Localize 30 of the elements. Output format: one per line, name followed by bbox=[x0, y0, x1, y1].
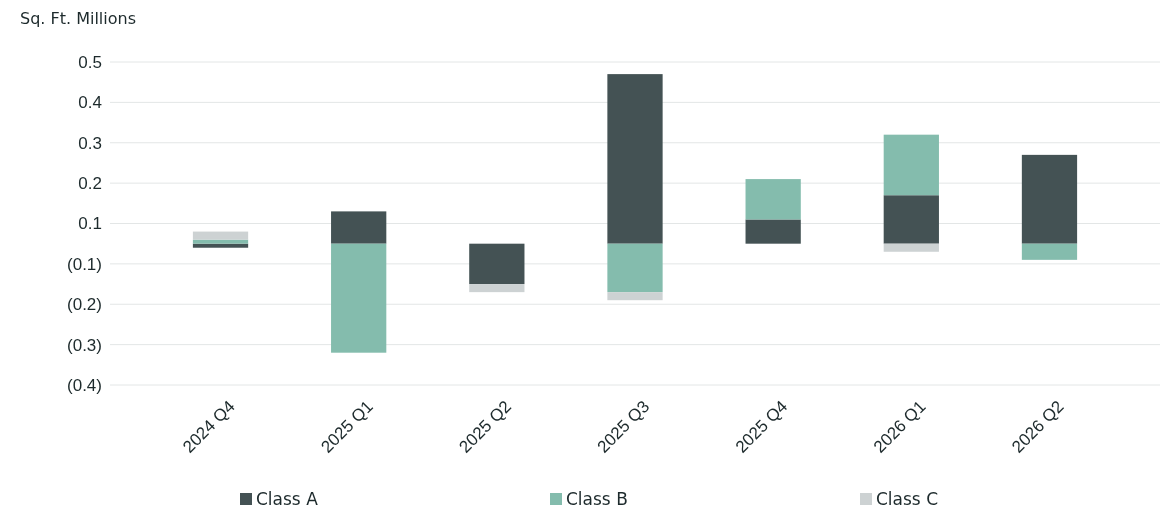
y-tick-label: (0.3) bbox=[67, 335, 102, 355]
bar bbox=[607, 292, 663, 301]
legend-label: Class C bbox=[876, 489, 938, 509]
y-tick-label: 0.2 bbox=[78, 174, 102, 194]
y-tick-label: 0.5 bbox=[78, 52, 102, 72]
bar bbox=[469, 243, 525, 285]
bar bbox=[331, 243, 387, 353]
bar bbox=[745, 179, 801, 220]
bar bbox=[1021, 243, 1078, 260]
bar bbox=[883, 243, 939, 252]
y-tick-label: (0.2) bbox=[67, 295, 102, 315]
bar bbox=[607, 74, 663, 244]
bar bbox=[1021, 154, 1078, 244]
bar bbox=[883, 134, 939, 196]
bar bbox=[607, 243, 663, 293]
y-tick-label: 0.3 bbox=[78, 133, 102, 153]
y-axis-title: Sq. Ft. Millions bbox=[20, 9, 136, 28]
y-tick-label: (0.4) bbox=[67, 375, 102, 395]
bar bbox=[192, 239, 249, 244]
bar bbox=[745, 219, 801, 244]
bar bbox=[331, 211, 387, 244]
bar bbox=[883, 195, 939, 244]
legend-label: Class A bbox=[256, 489, 319, 509]
y-tick-label: 0.4 bbox=[78, 93, 102, 113]
y-tick-label: 0.1 bbox=[78, 214, 102, 234]
bar bbox=[192, 243, 249, 248]
legend-label: Class B bbox=[566, 489, 628, 509]
bar bbox=[469, 284, 525, 293]
bar bbox=[192, 231, 249, 240]
y-tick-label: (0.1) bbox=[67, 254, 102, 274]
